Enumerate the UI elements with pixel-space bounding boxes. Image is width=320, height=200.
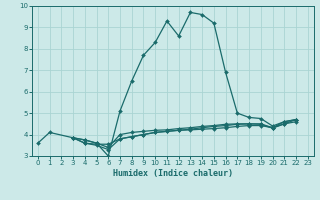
X-axis label: Humidex (Indice chaleur): Humidex (Indice chaleur) (113, 169, 233, 178)
